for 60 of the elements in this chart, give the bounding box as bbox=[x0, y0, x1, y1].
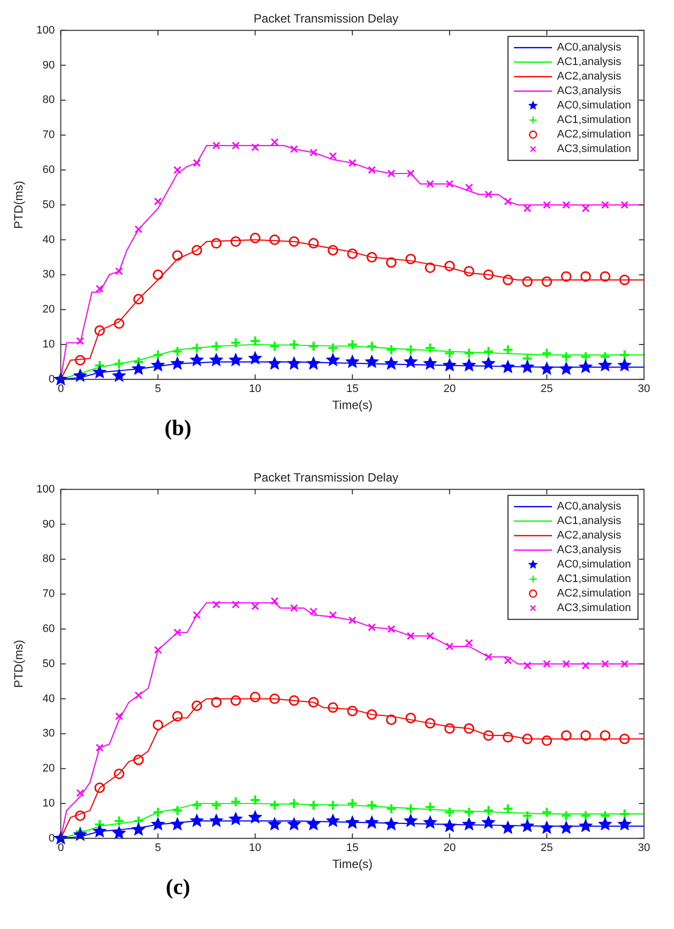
legend-label: AC0,simulation bbox=[557, 558, 632, 571]
y-tick-label: 80 bbox=[42, 553, 55, 566]
legend-label: AC2,simulation bbox=[557, 588, 632, 600]
y-tick-label: 0 bbox=[48, 832, 55, 844]
y-tick-label: 70 bbox=[42, 129, 55, 142]
legend-label: AC0,analysis bbox=[557, 42, 622, 54]
y-tick-label: 30 bbox=[42, 728, 55, 740]
legend-label: AC3,analysis bbox=[557, 85, 622, 98]
chart-title: Packet Transmission Delay bbox=[254, 12, 398, 26]
text: (b) bbox=[164, 415, 192, 441]
legend-label: AC1,analysis bbox=[557, 515, 622, 528]
legend-label: AC1,analysis bbox=[557, 56, 622, 68]
x-axis-title: Time(s) bbox=[332, 857, 372, 872]
legend-label: AC2,analysis bbox=[557, 530, 622, 542]
text: (c) bbox=[164, 874, 192, 900]
y-tick-label: 20 bbox=[42, 304, 55, 316]
y-tick-label: 90 bbox=[42, 59, 55, 72]
chart-title: Packet Transmission Delay bbox=[254, 470, 398, 485]
legend-label: AC3,simulation bbox=[557, 602, 632, 614]
y-tick-label: 80 bbox=[42, 94, 55, 106]
x-tick-label: 0 bbox=[58, 383, 64, 396]
legend-label: AC3,simulation bbox=[557, 143, 632, 156]
x-tick-label: 20 bbox=[443, 383, 456, 396]
x-tick-label: 5 bbox=[154, 842, 162, 854]
legend-label: AC2,analysis bbox=[557, 70, 622, 83]
x-tick-label: 15 bbox=[346, 842, 358, 854]
x-tick-label: 15 bbox=[346, 383, 358, 396]
y-tick-label: 60 bbox=[42, 623, 55, 636]
legend-label: AC3,analysis bbox=[557, 544, 622, 556]
y-tick-label: 40 bbox=[42, 692, 55, 705]
y-tick-label: 40 bbox=[42, 234, 55, 246]
legend-label: AC0,analysis bbox=[557, 500, 622, 513]
y-tick-label: 50 bbox=[42, 198, 55, 211]
x-tick-label: 25 bbox=[540, 842, 553, 854]
x-tick-label: 30 bbox=[638, 842, 650, 854]
legend-label: AC0,simulation bbox=[557, 100, 632, 112]
x-tick-label: 5 bbox=[154, 383, 162, 396]
y-tick-label: 50 bbox=[42, 658, 55, 670]
legend-label: AC1,simulation bbox=[557, 573, 632, 586]
legend-label: AC2,simulation bbox=[557, 128, 632, 141]
x-axis-title: Time(s) bbox=[332, 398, 372, 412]
x-tick-label: 10 bbox=[249, 383, 262, 396]
x-tick-label: 20 bbox=[443, 842, 456, 854]
x-tick-label: 25 bbox=[540, 383, 553, 396]
x-tick-label: 10 bbox=[249, 842, 262, 854]
legend-label: AC1,simulation bbox=[557, 114, 632, 126]
x-tick-label: 0 bbox=[58, 842, 64, 854]
y-tick-label: 10 bbox=[42, 798, 55, 810]
x-tick-label: 30 bbox=[638, 383, 650, 396]
y-axis-title: PTD(ms) bbox=[12, 640, 26, 688]
y-tick-label: 100 bbox=[36, 483, 55, 496]
y-tick-label: 10 bbox=[42, 338, 55, 351]
y-tick-label: 20 bbox=[42, 762, 55, 775]
y-tick-label: 100 bbox=[36, 24, 55, 36]
y-axis-title: PTD(ms) bbox=[12, 180, 26, 229]
y-tick-label: 70 bbox=[42, 588, 55, 600]
y-tick-label: 60 bbox=[42, 164, 55, 176]
y-tick-label: 90 bbox=[42, 518, 55, 530]
y-tick-label: 0 bbox=[48, 373, 55, 386]
y-tick-label: 30 bbox=[42, 268, 55, 281]
